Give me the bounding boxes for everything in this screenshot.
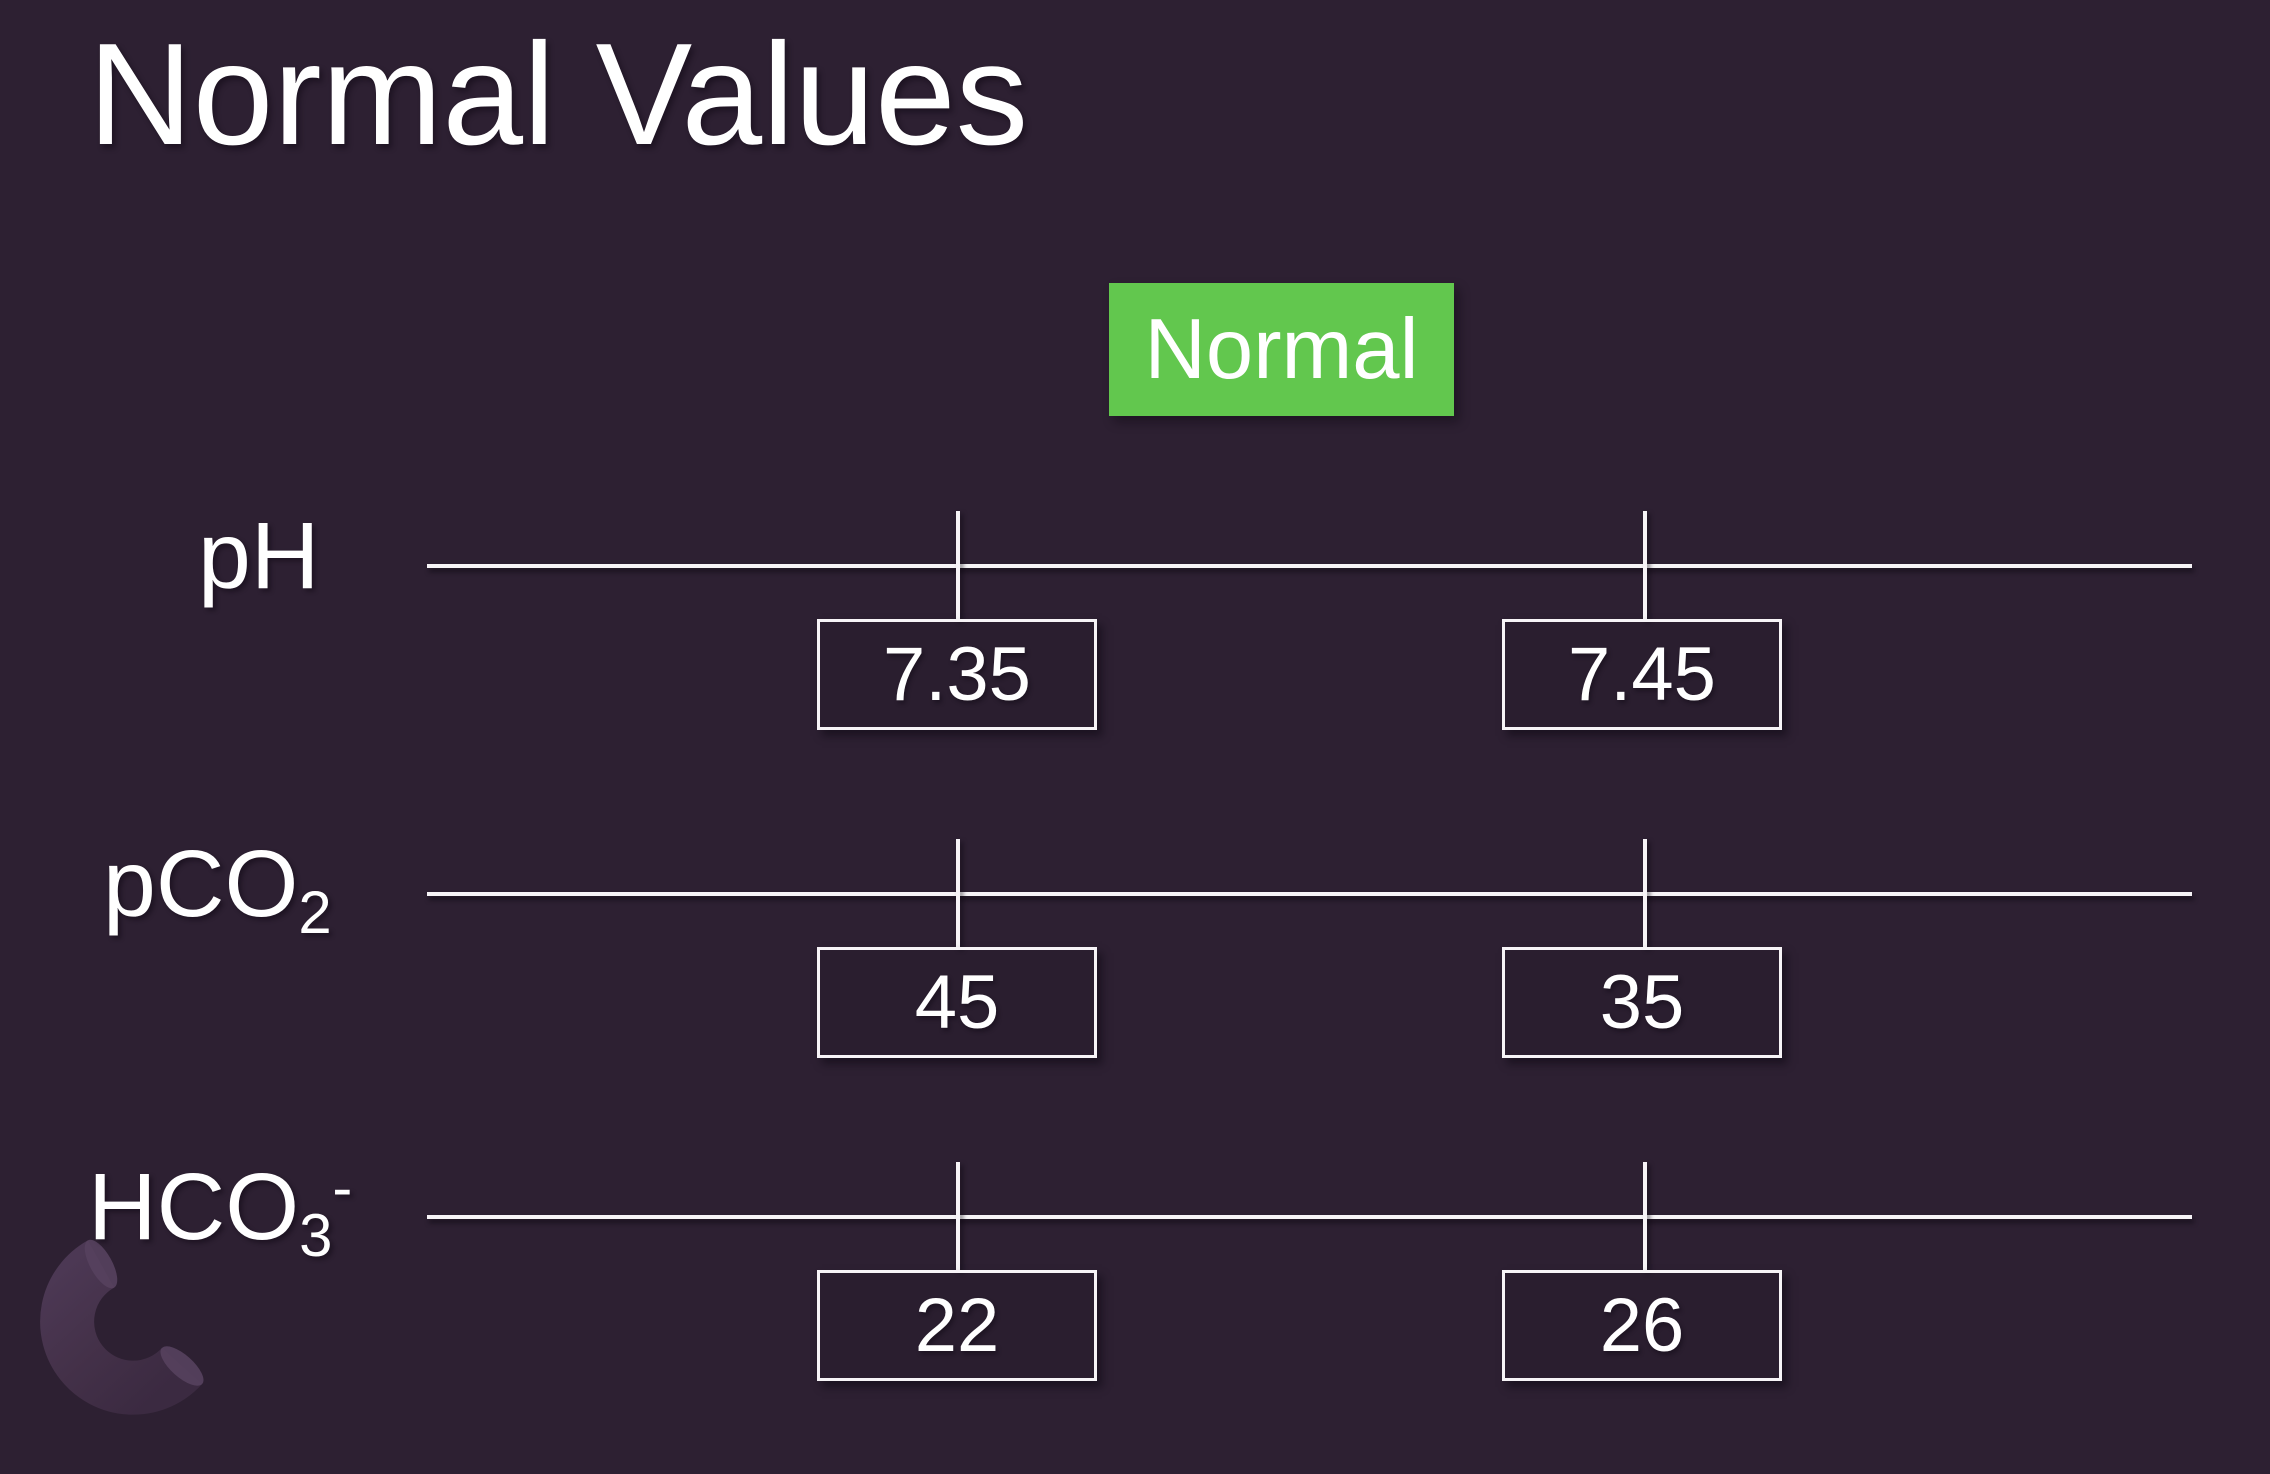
tick-ph-high <box>1643 511 1647 619</box>
row-label-ph: pH <box>198 507 319 615</box>
value-ph-low: 7.35 <box>883 631 1031 717</box>
value-ph-high: 7.45 <box>1568 631 1716 717</box>
value-box-hco3-high: 26 <box>1502 1270 1782 1381</box>
tick-pco2-low <box>956 839 960 947</box>
row-label-pco2: pCO2 <box>103 835 332 943</box>
page-title: Normal Values <box>88 13 1029 175</box>
value-box-hco3-low: 22 <box>817 1270 1097 1381</box>
value-box-pco2-left: 45 <box>817 947 1097 1058</box>
donut-arc <box>40 1240 202 1415</box>
value-pco2-right: 35 <box>1599 959 1685 1045</box>
range-line-hco3 <box>427 1215 2192 1219</box>
row-label-hco3-subscript: 3 <box>299 1201 333 1269</box>
value-box-ph-high: 7.45 <box>1502 619 1782 730</box>
tick-pco2-high <box>1643 839 1647 947</box>
value-hco3-high: 26 <box>1599 1282 1685 1368</box>
range-line-ph <box>427 564 2192 568</box>
row-label-pco2-main: pCO <box>103 831 299 938</box>
donut-arc-endcap-bottom <box>160 1346 204 1386</box>
value-hco3-low: 22 <box>914 1282 1000 1368</box>
value-box-pco2-right: 35 <box>1502 947 1782 1058</box>
tick-hco3-high <box>1643 1162 1647 1270</box>
value-box-ph-low: 7.35 <box>817 619 1097 730</box>
row-label-pco2-subscript: 2 <box>298 878 332 946</box>
tick-hco3-low <box>956 1162 960 1270</box>
range-line-pco2 <box>427 892 2192 896</box>
row-label-ph-main: pH <box>198 503 320 610</box>
tick-ph-low <box>956 511 960 619</box>
value-pco2-left: 45 <box>914 959 1000 1045</box>
row-label-hco3: HCO3- <box>88 1158 352 1266</box>
row-label-hco3-main: HCO <box>88 1154 300 1261</box>
normal-badge: Normal <box>1109 283 1454 416</box>
row-label-hco3-superscript: - <box>332 1154 353 1221</box>
normal-badge-label: Normal <box>1144 302 1419 397</box>
